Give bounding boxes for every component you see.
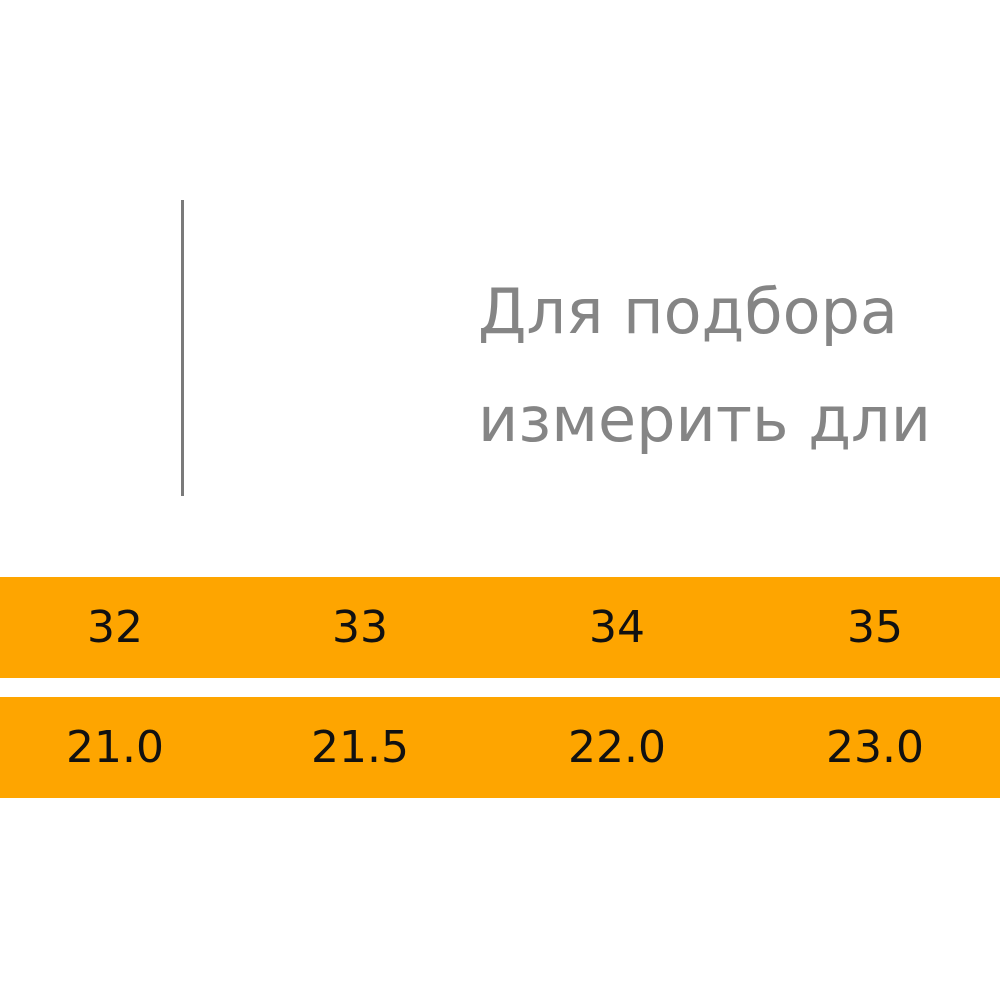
table-cell: 22.0 <box>568 722 666 773</box>
intro-line: измерить дли <box>478 383 931 456</box>
table-cell: 32 <box>87 602 143 653</box>
table-cell: 21.0 <box>66 722 164 773</box>
table-cell: 23.0 <box>826 722 924 773</box>
table-row: 32 33 34 35 <box>0 577 1000 678</box>
divider <box>181 200 184 496</box>
table-cell: 35 <box>847 602 903 653</box>
intro-text: Для подбора измерить дли <box>478 258 1000 474</box>
table-row: 21.0 21.5 22.0 23.0 <box>0 697 1000 798</box>
table-cell: 34 <box>589 602 645 653</box>
table-cell: 33 <box>332 602 388 653</box>
intro-line: Для подбора <box>478 275 898 348</box>
table-cell: 21.5 <box>311 722 409 773</box>
